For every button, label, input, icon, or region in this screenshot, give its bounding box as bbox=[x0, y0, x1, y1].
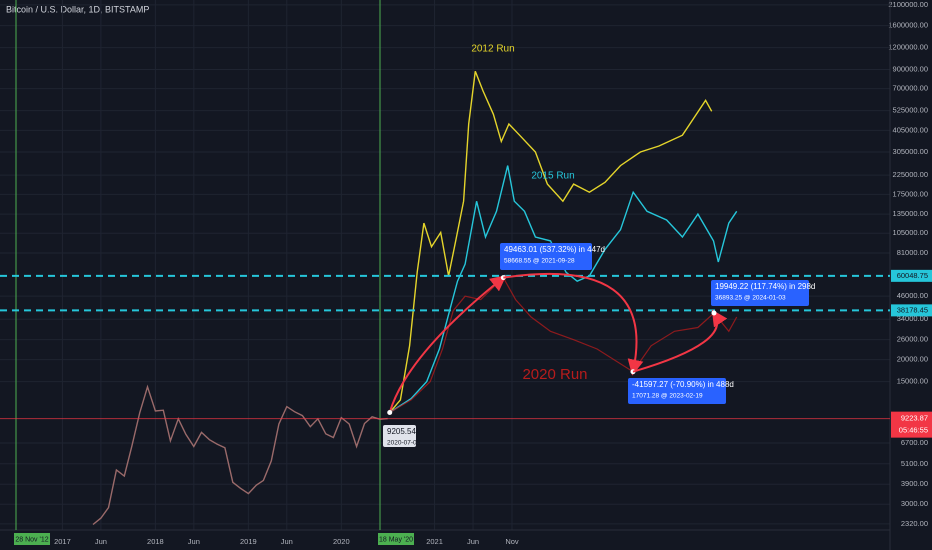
price-label-bg bbox=[891, 304, 932, 317]
chart-title: Bitcoin / U.S. Dollar, 1D, BITSTAMP bbox=[6, 4, 149, 14]
y-tick-label: 175000.00 bbox=[893, 189, 928, 198]
y-tick-label: 3000.00 bbox=[901, 499, 928, 508]
y-tick-label: 525000.00 bbox=[893, 106, 928, 115]
current-price-label: 9223.87 bbox=[901, 414, 928, 423]
x-tick-label: 2020 bbox=[333, 537, 350, 546]
series-label: 2012 Run bbox=[471, 44, 514, 55]
series-label: 2020 Run bbox=[522, 366, 587, 383]
y-tick-label: 900000.00 bbox=[893, 64, 928, 73]
y-tick-label: 2320.00 bbox=[901, 519, 928, 528]
x-tick-label: 2017 bbox=[54, 537, 71, 546]
callout-box bbox=[500, 243, 592, 270]
price-label: 38178.45 bbox=[897, 305, 928, 314]
x-tick-label: Jun bbox=[281, 537, 293, 546]
callout-text: 19949.22 (117.74%) in 298d bbox=[715, 282, 815, 291]
y-tick-label: 81000.00 bbox=[897, 248, 928, 257]
countdown-label: 05:46:55 bbox=[899, 426, 928, 435]
y-tick-label: 700000.00 bbox=[893, 84, 928, 93]
callout-text: 2020-07-09 bbox=[387, 440, 421, 447]
x-tick-label: Nov bbox=[505, 537, 519, 546]
y-tick-label: 305000.00 bbox=[893, 147, 928, 156]
x-tick-label: Jun bbox=[188, 537, 200, 546]
marker-label-bg bbox=[378, 533, 414, 545]
marker-label-bg bbox=[14, 533, 50, 545]
y-tick-label: 1200000.00 bbox=[888, 43, 928, 52]
series-line bbox=[92, 384, 388, 526]
callout-box bbox=[628, 378, 726, 404]
callout-text: 9205.54 bbox=[387, 427, 416, 436]
y-tick-label: 26000.00 bbox=[897, 335, 928, 344]
y-tick-label: 135000.00 bbox=[893, 209, 928, 218]
y-tick-label: 405000.00 bbox=[893, 125, 928, 134]
anchor-dot bbox=[711, 310, 717, 316]
callout-text: 36893.25 @ 2024-01-03 bbox=[715, 295, 786, 302]
marker-label: 28 Nov '12 bbox=[15, 536, 48, 543]
series-line bbox=[389, 276, 738, 414]
y-tick-label: 3900.00 bbox=[901, 479, 928, 488]
callout-text: 17071.28 @ 2023-02-19 bbox=[632, 393, 703, 400]
trend-arrow bbox=[632, 309, 728, 373]
callout-text: 49463.01 (537.32%) in 447d bbox=[504, 245, 605, 254]
x-tick-label: Jun bbox=[467, 537, 479, 546]
callout-text: 58668.55 @ 2021-09-28 bbox=[504, 258, 575, 265]
trend-arrow bbox=[503, 272, 644, 376]
y-tick-label: 20000.00 bbox=[897, 355, 928, 364]
y-tick-label: 225000.00 bbox=[893, 170, 928, 179]
x-tick-label: 2018 bbox=[147, 537, 164, 546]
series-label: 2015 Run bbox=[531, 171, 574, 182]
y-tick-label: 1600000.00 bbox=[888, 21, 928, 30]
trend-arrow bbox=[388, 275, 507, 413]
marker-label: 18 May '20 bbox=[379, 536, 413, 543]
series-line bbox=[389, 165, 738, 414]
x-tick-label: Jun bbox=[95, 537, 107, 546]
current-price-bg bbox=[891, 411, 932, 438]
y-tick-label: 105000.00 bbox=[893, 228, 928, 237]
y-tick-label: 5100.00 bbox=[901, 459, 928, 468]
y-tick-label: 34000.00 bbox=[897, 314, 928, 323]
anchor-dot bbox=[387, 409, 393, 415]
y-tick-label: 6700.00 bbox=[901, 438, 928, 447]
y-tick-label: 2100000.00 bbox=[888, 0, 928, 9]
callout-text: -41597.27 (-70.90%) in 488d bbox=[632, 380, 734, 389]
x-tick-label: 2021 bbox=[426, 537, 443, 546]
y-tick-label: 46000.00 bbox=[897, 291, 928, 300]
price-label-bg bbox=[891, 269, 932, 282]
price-label: 60048.75 bbox=[897, 271, 928, 280]
callout-box bbox=[383, 425, 416, 447]
callout-box bbox=[711, 280, 809, 306]
series-line bbox=[389, 70, 713, 413]
x-tick-label: 2019 bbox=[240, 537, 257, 546]
y-tick-label: 15000.00 bbox=[897, 377, 928, 386]
